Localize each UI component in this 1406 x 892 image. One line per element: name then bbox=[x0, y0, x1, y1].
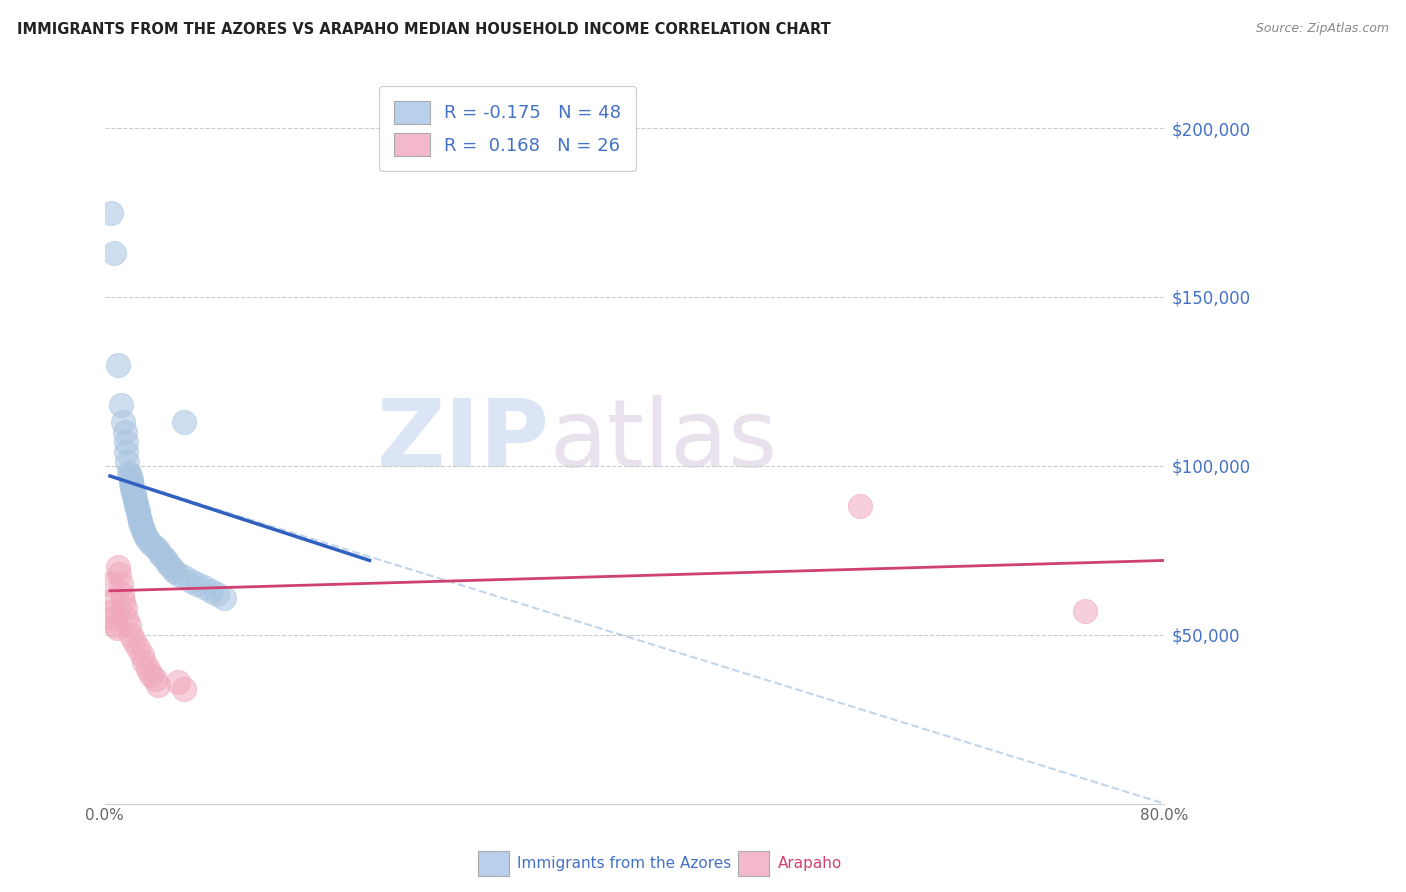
Point bbox=[122, 634, 145, 648]
Point bbox=[173, 681, 195, 696]
Point bbox=[157, 557, 180, 571]
Text: Arapaho: Arapaho bbox=[778, 856, 842, 871]
Text: atlas: atlas bbox=[550, 394, 778, 486]
Point bbox=[134, 655, 156, 669]
Point bbox=[120, 628, 142, 642]
Point bbox=[127, 506, 149, 520]
Point bbox=[121, 483, 143, 497]
Point bbox=[115, 445, 138, 459]
Point bbox=[139, 536, 162, 550]
Point bbox=[103, 246, 125, 260]
Point bbox=[131, 648, 153, 662]
Point bbox=[107, 560, 129, 574]
Point bbox=[143, 540, 166, 554]
Point bbox=[186, 577, 208, 591]
Point bbox=[138, 533, 160, 548]
Point bbox=[115, 611, 138, 625]
Legend: R = -0.175   N = 48, R =  0.168   N = 26: R = -0.175 N = 48, R = 0.168 N = 26 bbox=[380, 87, 636, 170]
Point bbox=[129, 513, 152, 527]
Point bbox=[146, 678, 169, 692]
Point bbox=[152, 550, 174, 565]
Point bbox=[173, 570, 195, 584]
Point bbox=[127, 502, 149, 516]
Point bbox=[212, 591, 235, 605]
Point bbox=[132, 523, 155, 537]
Point bbox=[193, 581, 215, 595]
Point bbox=[111, 587, 134, 601]
Point bbox=[98, 577, 121, 591]
Point bbox=[112, 594, 135, 608]
Point bbox=[115, 435, 138, 450]
Point bbox=[118, 469, 141, 483]
Point bbox=[122, 489, 145, 503]
Point bbox=[117, 466, 139, 480]
Point bbox=[110, 398, 132, 412]
Point bbox=[120, 475, 142, 490]
Y-axis label: Median Household Income: Median Household Income bbox=[0, 339, 7, 542]
Point bbox=[180, 574, 202, 588]
Point bbox=[200, 583, 222, 598]
Point bbox=[138, 661, 160, 675]
Point bbox=[112, 415, 135, 429]
Point bbox=[103, 611, 125, 625]
Point bbox=[139, 668, 162, 682]
Point bbox=[108, 566, 131, 581]
Point bbox=[129, 516, 152, 531]
Point bbox=[110, 577, 132, 591]
Point bbox=[128, 509, 150, 524]
Point bbox=[134, 526, 156, 541]
Text: Source: ZipAtlas.com: Source: ZipAtlas.com bbox=[1256, 22, 1389, 36]
Point bbox=[121, 479, 143, 493]
Point bbox=[100, 205, 122, 219]
Text: IMMIGRANTS FROM THE AZORES VS ARAPAHO MEDIAN HOUSEHOLD INCOME CORRELATION CHART: IMMIGRANTS FROM THE AZORES VS ARAPAHO ME… bbox=[17, 22, 831, 37]
Point bbox=[173, 415, 195, 429]
Text: ZIP: ZIP bbox=[377, 394, 550, 486]
Point bbox=[149, 547, 172, 561]
Point bbox=[848, 500, 870, 514]
Point bbox=[131, 519, 153, 533]
Point bbox=[122, 486, 145, 500]
Point bbox=[125, 500, 148, 514]
Point bbox=[135, 530, 157, 544]
Point bbox=[117, 617, 139, 632]
Point bbox=[124, 492, 146, 507]
Text: Immigrants from the Azores: Immigrants from the Azores bbox=[517, 856, 731, 871]
Point bbox=[107, 358, 129, 372]
Point bbox=[143, 672, 166, 686]
Point bbox=[166, 675, 188, 690]
Point bbox=[146, 543, 169, 558]
Point bbox=[160, 560, 183, 574]
Point bbox=[120, 472, 142, 486]
Point bbox=[127, 641, 149, 656]
Point bbox=[162, 564, 184, 578]
Point bbox=[207, 587, 229, 601]
Point bbox=[104, 617, 127, 632]
Point bbox=[100, 594, 122, 608]
Point bbox=[155, 553, 177, 567]
Point bbox=[101, 604, 124, 618]
Point bbox=[114, 425, 136, 439]
Point bbox=[1074, 604, 1097, 618]
Point bbox=[115, 455, 138, 469]
Point bbox=[114, 600, 136, 615]
Point bbox=[105, 621, 128, 635]
Point bbox=[166, 566, 188, 581]
Point bbox=[125, 496, 148, 510]
